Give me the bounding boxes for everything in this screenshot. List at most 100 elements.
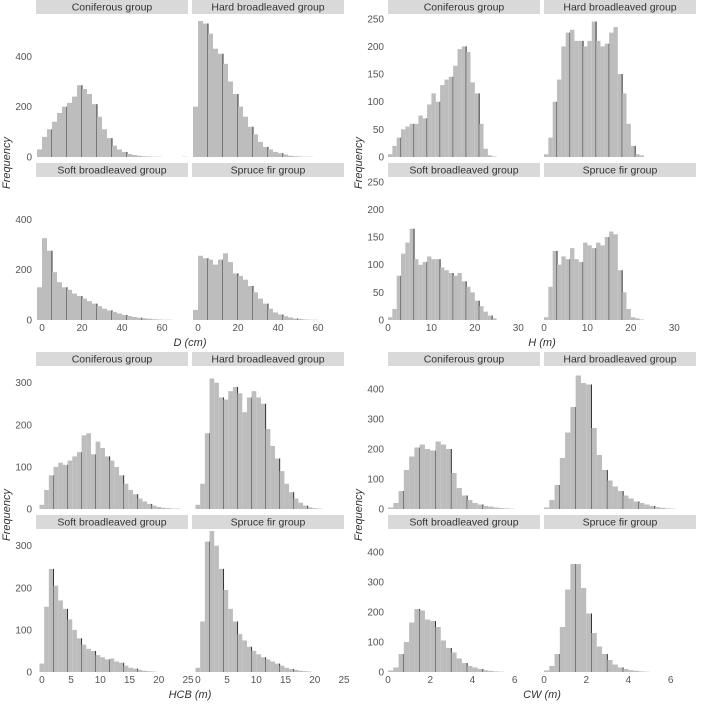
histogram-bar bbox=[40, 664, 45, 672]
histogram-bar bbox=[127, 316, 132, 320]
histogram-bar bbox=[586, 385, 591, 510]
panel-title: Soft broadleaved group bbox=[57, 165, 166, 177]
histogram-bar bbox=[283, 154, 288, 157]
histogram-bar bbox=[475, 93, 479, 157]
histogram-bar bbox=[298, 503, 303, 509]
y-axis-label: Frequency bbox=[353, 136, 365, 189]
histogram-bar bbox=[105, 456, 110, 509]
x-tick-label: 60 bbox=[156, 323, 168, 334]
x-tick-label: 30 bbox=[669, 323, 681, 334]
histogram-bar bbox=[138, 670, 143, 672]
histogram-bar bbox=[453, 276, 457, 320]
histogram-bar bbox=[117, 149, 122, 157]
x-tick-label: 5 bbox=[224, 675, 230, 686]
histogram-bar bbox=[112, 146, 117, 157]
histogram-bar bbox=[655, 507, 660, 509]
histogram-bar bbox=[639, 671, 644, 672]
y-tick-label: 100 bbox=[367, 260, 384, 271]
histogram-bar bbox=[77, 85, 82, 157]
histogram-bar bbox=[87, 301, 92, 320]
histogram-bar bbox=[592, 248, 596, 320]
x-tick-label: 0 bbox=[385, 323, 391, 334]
histogram-bar bbox=[410, 124, 414, 157]
histogram-bar bbox=[275, 458, 280, 509]
x-tick-label: 40 bbox=[272, 323, 284, 334]
histogram-bar bbox=[233, 621, 238, 672]
panel-title: Hard broadleaved group bbox=[211, 354, 324, 366]
histogram-bar bbox=[557, 80, 561, 157]
histogram-bar bbox=[40, 505, 45, 509]
histogram-bar bbox=[467, 666, 472, 672]
panel-title: Soft broadleaved group bbox=[409, 165, 518, 177]
histogram-bar bbox=[596, 41, 600, 157]
histogram-bar bbox=[258, 299, 263, 320]
histogram-bar bbox=[68, 619, 73, 672]
histogram-bar bbox=[420, 611, 425, 673]
histogram-bar bbox=[278, 153, 283, 157]
histogram-bar bbox=[388, 317, 392, 320]
histogram-bar bbox=[388, 671, 393, 673]
histogram-bar bbox=[157, 320, 162, 321]
histogram-bar bbox=[210, 379, 215, 509]
histogram-bar bbox=[214, 383, 219, 509]
histogram-bar bbox=[82, 645, 87, 672]
histogram-bar bbox=[555, 485, 560, 509]
x-tick-label: 20 bbox=[153, 675, 165, 686]
histogram-bar bbox=[242, 640, 247, 672]
panel-hcb-1: Hard broadleaved group bbox=[192, 352, 344, 509]
histogram-bar bbox=[597, 455, 602, 509]
histogram-bar bbox=[492, 156, 496, 157]
histogram-bar bbox=[430, 451, 435, 510]
histogram-bar bbox=[440, 85, 444, 157]
histogram-bar bbox=[618, 491, 623, 509]
histogram-bar bbox=[67, 103, 72, 157]
histogram-bar bbox=[425, 449, 430, 509]
histogram-bar bbox=[431, 93, 435, 157]
histogram-bar bbox=[219, 569, 224, 672]
histogram-bar bbox=[196, 505, 201, 509]
histogram-bar bbox=[49, 569, 54, 672]
histogram-bar bbox=[607, 660, 612, 672]
histogram-bar bbox=[133, 669, 138, 672]
histogram-bar bbox=[47, 129, 52, 157]
histogram-bar bbox=[605, 237, 609, 320]
histogram-bar bbox=[110, 461, 115, 509]
histogram-bar bbox=[548, 287, 552, 320]
y-tick-label: 100 bbox=[15, 462, 32, 473]
histogram-bar bbox=[273, 152, 278, 157]
histogram-bar bbox=[628, 670, 633, 672]
histogram-bar bbox=[570, 30, 574, 157]
histogram-bar bbox=[253, 292, 258, 320]
histogram-bar bbox=[451, 653, 456, 673]
histogram-bar bbox=[613, 27, 617, 157]
histogram-bar bbox=[405, 243, 409, 320]
histogram-bar bbox=[587, 245, 591, 320]
histogram-bar bbox=[600, 46, 604, 157]
histogram-bar bbox=[110, 659, 115, 672]
histogram-bar bbox=[42, 238, 47, 320]
y-tick-label: 150 bbox=[367, 70, 384, 81]
histogram-bar bbox=[132, 155, 137, 157]
histogram-bar bbox=[261, 657, 266, 672]
histogram-bar bbox=[430, 621, 435, 672]
histogram-bar bbox=[492, 318, 496, 320]
histogram-bar bbox=[142, 318, 147, 320]
y-tick-label: 50 bbox=[373, 125, 385, 136]
y-tick-label: 0 bbox=[26, 505, 32, 516]
histogram-bar bbox=[303, 671, 308, 672]
histogram-bar bbox=[583, 46, 587, 157]
histogram-bar bbox=[256, 397, 261, 509]
histogram-bar bbox=[427, 104, 431, 157]
x-tick-label: 20 bbox=[309, 675, 321, 686]
histogram-bar bbox=[388, 154, 392, 157]
histogram-bar bbox=[650, 506, 655, 509]
histogram-bar bbox=[441, 641, 446, 673]
histogram-bar bbox=[579, 262, 583, 320]
histogram-bar bbox=[565, 590, 570, 673]
histogram-bar bbox=[634, 502, 639, 510]
y-tick-label: 100 bbox=[367, 638, 384, 649]
histogram-bar bbox=[298, 319, 303, 320]
x-tick-label: 30 bbox=[513, 323, 525, 334]
